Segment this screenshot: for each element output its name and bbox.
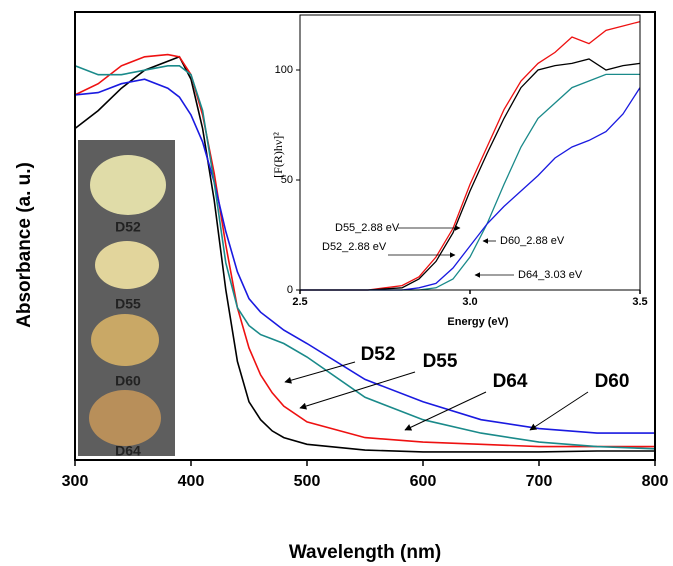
x-tick-label: 300 [62, 473, 89, 490]
photo-label: D55 [115, 296, 141, 312]
chart: Wavelength (nm) Absorbance (a. u.) Energ… [0, 0, 673, 566]
x-tick-label: 600 [410, 473, 437, 490]
annotation-arrow [530, 392, 588, 430]
annotation: D64 [493, 371, 528, 392]
inset-annotation: D52_2.88 eV [322, 241, 387, 253]
annotation-arrow [300, 372, 415, 408]
x-tick-label: 2.5 [292, 296, 307, 308]
y-tick-label: 100 [275, 64, 293, 76]
annotation-arrow [285, 362, 355, 382]
y-tick-label: 50 [281, 174, 293, 186]
page: {"chart_data": [ {"type": "line", "xlabe… [0, 0, 673, 566]
x-tick-label: 3.0 [462, 296, 477, 308]
annotation: D55 [423, 351, 458, 372]
x-tick-label: 700 [526, 473, 553, 490]
x-axis-title: Wavelength (nm) [289, 542, 441, 563]
y-axis-title: Absorbance (a. u.) [14, 162, 35, 328]
inset-annotation: D64_3.03 eV [518, 269, 583, 281]
inset-annotation: D60_2.88 eV [500, 235, 565, 247]
annotation: D60 [595, 371, 630, 392]
annotation: D52 [361, 344, 396, 365]
photo-label: D52 [115, 219, 141, 235]
x-tick-label: 400 [178, 473, 205, 490]
photo-label: D64 [115, 443, 141, 459]
x-tick-label: 3.5 [632, 296, 647, 308]
inset-x-axis-title: Energy (eV) [447, 316, 508, 328]
inset-annotation: D55_2.88 eV [335, 222, 400, 234]
photo-label: D60 [115, 373, 141, 389]
y-tick-label: 0 [287, 284, 293, 296]
inset-y-axis-title: [F(R)hν]² [271, 132, 285, 178]
x-tick-label: 800 [642, 473, 669, 490]
x-tick-label: 500 [294, 473, 321, 490]
